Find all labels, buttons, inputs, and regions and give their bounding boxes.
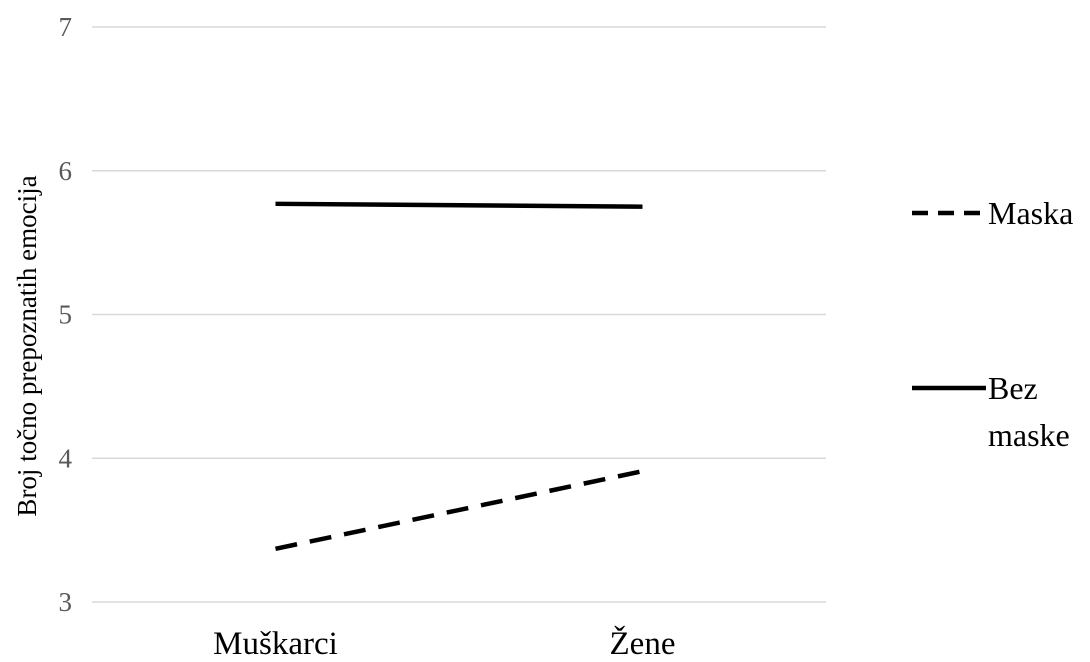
y-axis-label: Broj točno prepoznatih emocija — [12, 175, 42, 516]
x-tick-label: Žene — [610, 625, 676, 662]
y-axis-ticks: 3 4 5 6 7 — [59, 12, 73, 617]
legend-label-maska: Maska — [988, 195, 1073, 231]
legend-item-bez-maske: Bez maske — [912, 370, 1070, 453]
series-line-bez-maske — [275, 201, 643, 209]
y-tick-label: 7 — [59, 12, 73, 42]
series-line-maska — [275, 468, 643, 552]
y-tick-label: 6 — [59, 156, 73, 186]
y-tick-label: 5 — [59, 300, 73, 330]
gridlines — [92, 26, 826, 603]
y-tick-label: 3 — [59, 587, 73, 617]
legend-label-bez-maske: Bez — [988, 370, 1038, 406]
legend: Maska Bez maske — [912, 195, 1073, 453]
x-tick-label: Muškarci — [213, 626, 338, 662]
series-lines — [275, 201, 643, 552]
y-tick-label: 4 — [59, 443, 73, 473]
x-axis-ticks: Muškarci Žene — [213, 625, 675, 662]
legend-item-maska: Maska — [912, 195, 1073, 231]
legend-label-bez-maske-line2: maske — [988, 417, 1070, 453]
